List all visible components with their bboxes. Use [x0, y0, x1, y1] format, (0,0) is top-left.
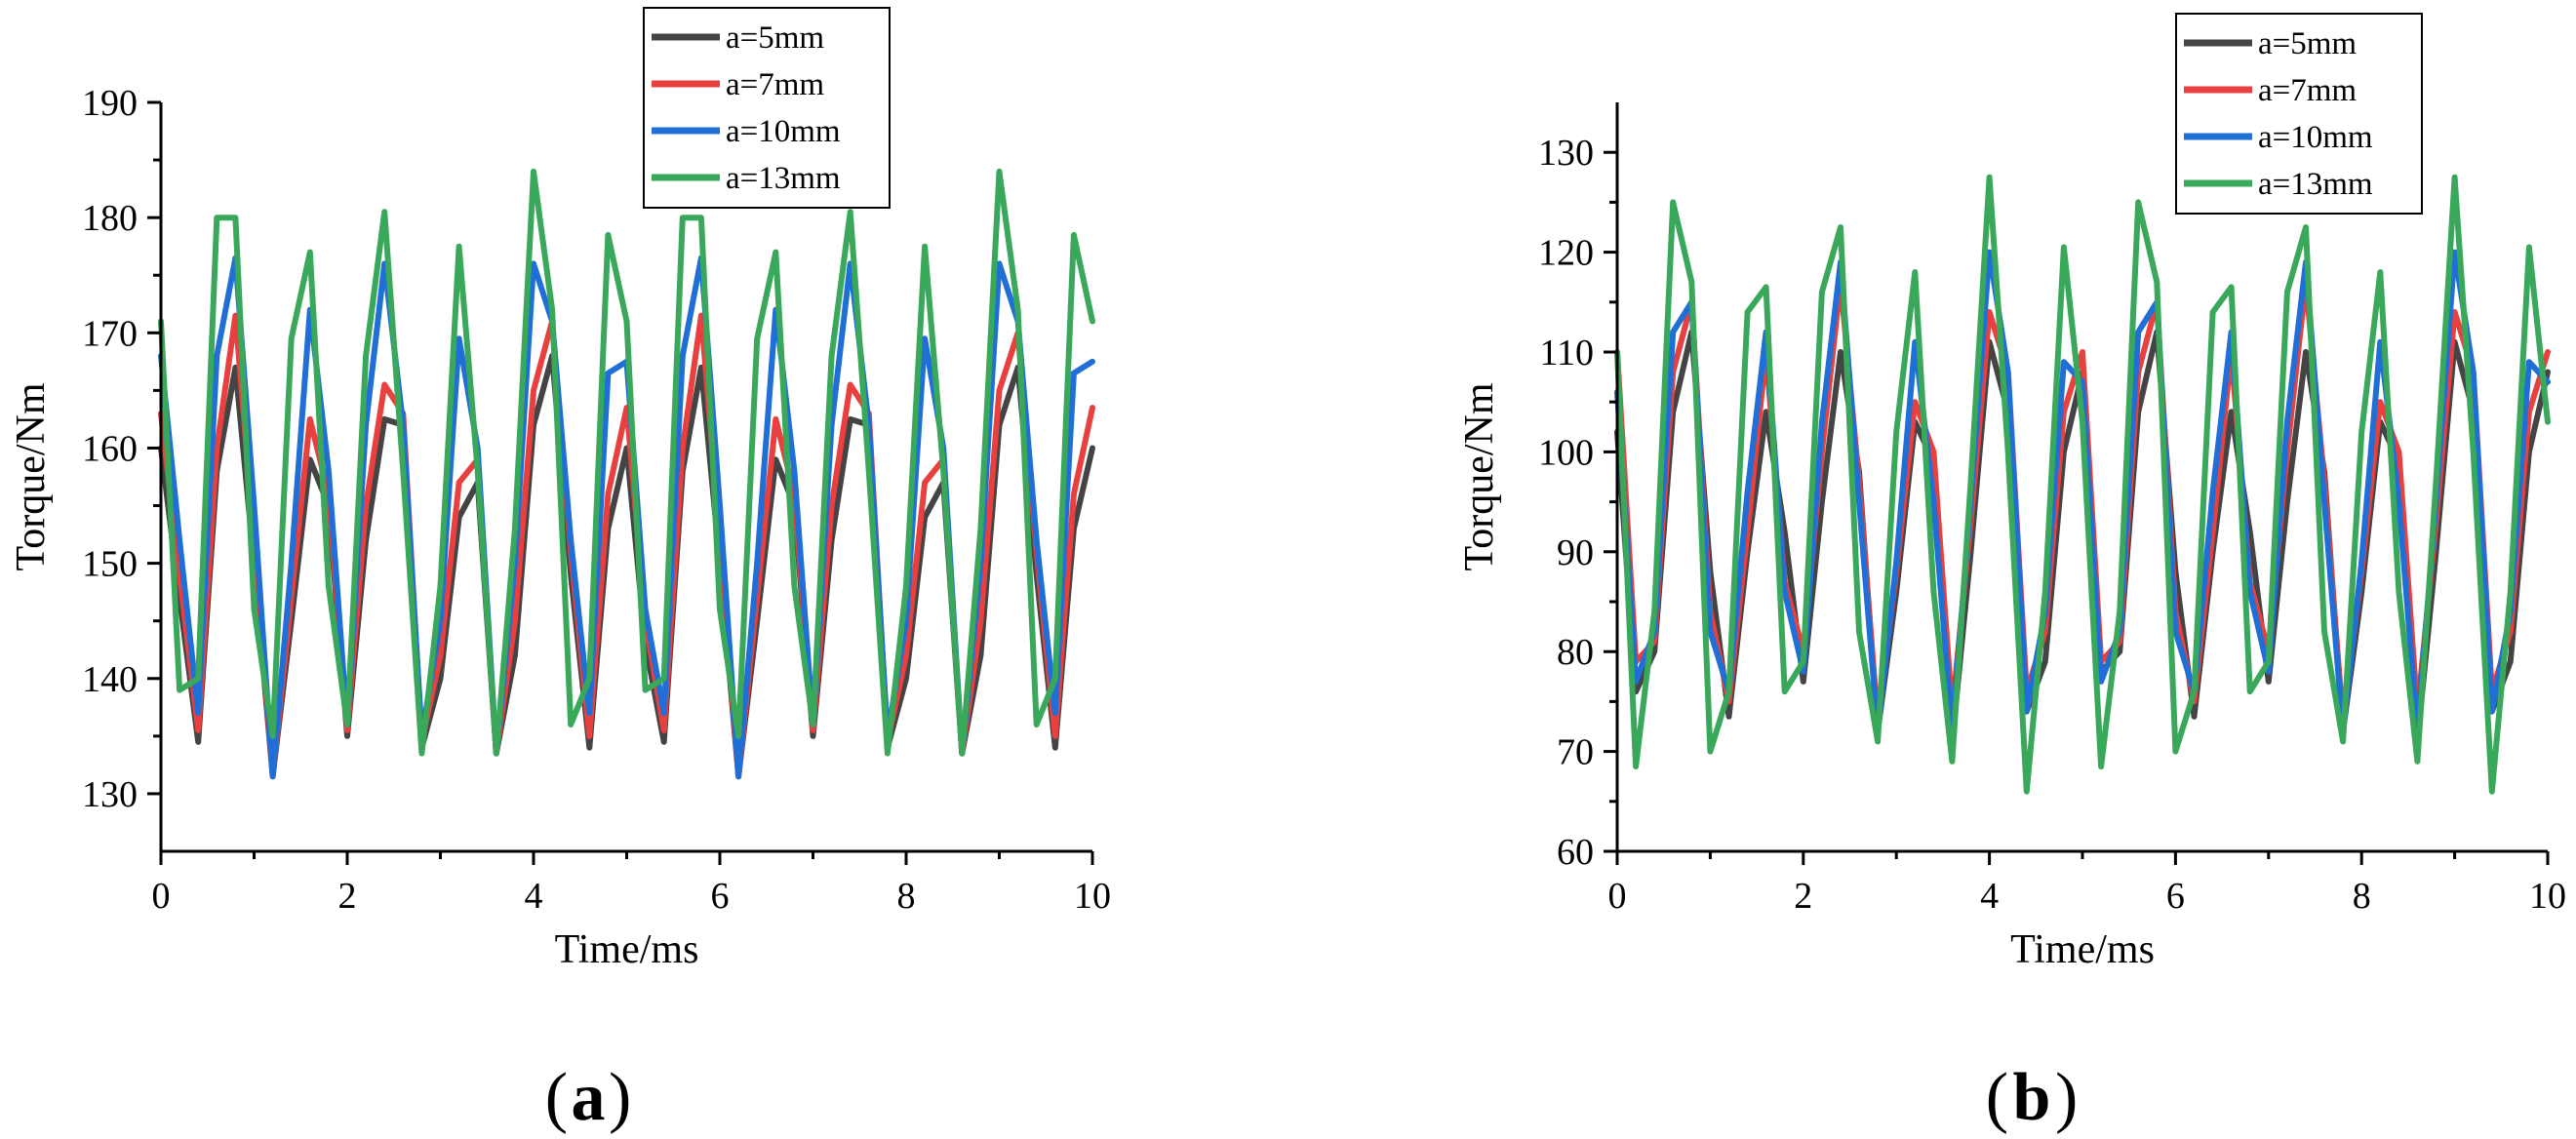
panel-b-y-tick-label-3: 90 — [1557, 532, 1594, 573]
panel-b-y-axis-title: Torque/Nm — [1457, 382, 1502, 570]
panel-a-x-tick-label-5: 10 — [1074, 876, 1111, 917]
panel-a-y-tick-label-0: 130 — [82, 774, 138, 815]
panel-b-close-paren: ) — [2055, 1060, 2078, 1135]
panel-a-legend-label-3: a=13mm — [726, 161, 841, 196]
panel-b-series-line-3 — [1614, 174, 2551, 795]
panel-b-legend-label-0: a=5mm — [2258, 26, 2357, 61]
panel-b-x-tick-label-0: 0 — [1608, 876, 1627, 917]
panel-a-x-tick-label-1: 2 — [338, 876, 357, 917]
panel-a-x-tick-label-2: 4 — [525, 876, 543, 917]
panel-label-a: a — [572, 1060, 606, 1135]
panel-a-y-axis-title: Torque/Nm — [9, 382, 54, 570]
panel-a-x-tick-label-4: 8 — [897, 876, 916, 917]
panel-a-x-tick-label-0: 0 — [152, 876, 171, 917]
panel-label-b: b — [2013, 1060, 2051, 1135]
panel-a-y-tick-label-2: 150 — [82, 544, 138, 585]
panel-a-series-line-3 — [158, 168, 1095, 757]
chart-panel-a: 130 140 150 160 170 180 190 0 2 4 6 8 10 Time/ms Torqu… — [9, 7, 1111, 972]
panel-b-y-tick-label-2: 80 — [1557, 632, 1594, 673]
panel-a-x-tick-label-3: 6 — [711, 876, 730, 917]
panel-b-open-paren: ( — [1986, 1060, 2008, 1135]
panel-b-x-axis-title: Time/ms — [2010, 927, 2155, 972]
panel-b-legend-label-2: a=10mm — [2258, 120, 2373, 155]
panel-b-y-tick-label-0: 60 — [1557, 832, 1594, 873]
panel-a-series-line-1 — [158, 312, 1095, 780]
panel-a-y-tick-label-5: 180 — [82, 198, 138, 239]
panel-b-x-tick-label-2: 4 — [1980, 876, 1999, 917]
panel-a-legend-label-2: a=10mm — [726, 114, 841, 149]
chart-panel-b: 60 70 80 90 100 110 120 130 0 2 4 6 8 10 Time/ms Torque… — [1457, 13, 2566, 972]
panel-b-y-tick-label-4: 100 — [1538, 432, 1594, 473]
panel-a-close-paren: ) — [609, 1060, 631, 1135]
panel-a-y-tick-label-3: 160 — [82, 428, 138, 469]
panel-b-legend-label-1: a=7mm — [2258, 73, 2357, 108]
panel-b-legend-label-3: a=13mm — [2258, 167, 2373, 202]
panel-a-legend-label-0: a=5mm — [726, 20, 824, 56]
panel-b-y-tick-label-6: 120 — [1538, 233, 1594, 274]
panel-b-x-tick-label-4: 8 — [2353, 876, 2371, 917]
panel-b-y-tick-label-7: 130 — [1538, 133, 1594, 174]
panel-a-legend-label-1: a=7mm — [726, 67, 824, 102]
panel-a-open-paren: ( — [545, 1060, 568, 1135]
panel-b-y-tick-label-5: 110 — [1539, 333, 1594, 373]
panel-a-y-tick-label-6: 190 — [82, 83, 138, 124]
panel-a-y-tick-label-1: 140 — [82, 659, 138, 700]
panel-b-x-tick-label-1: 2 — [1794, 876, 1812, 917]
panel-b-x-tick-label-5: 10 — [2529, 876, 2566, 917]
panel-a-y-tick-label-4: 170 — [82, 313, 138, 354]
panel-b-x-tick-label-3: 6 — [2166, 876, 2185, 917]
panel-a-x-axis-title: Time/ms — [555, 927, 699, 972]
panel-a-series-line-0 — [158, 352, 1095, 780]
panel-b-y-tick-label-1: 70 — [1557, 732, 1594, 773]
